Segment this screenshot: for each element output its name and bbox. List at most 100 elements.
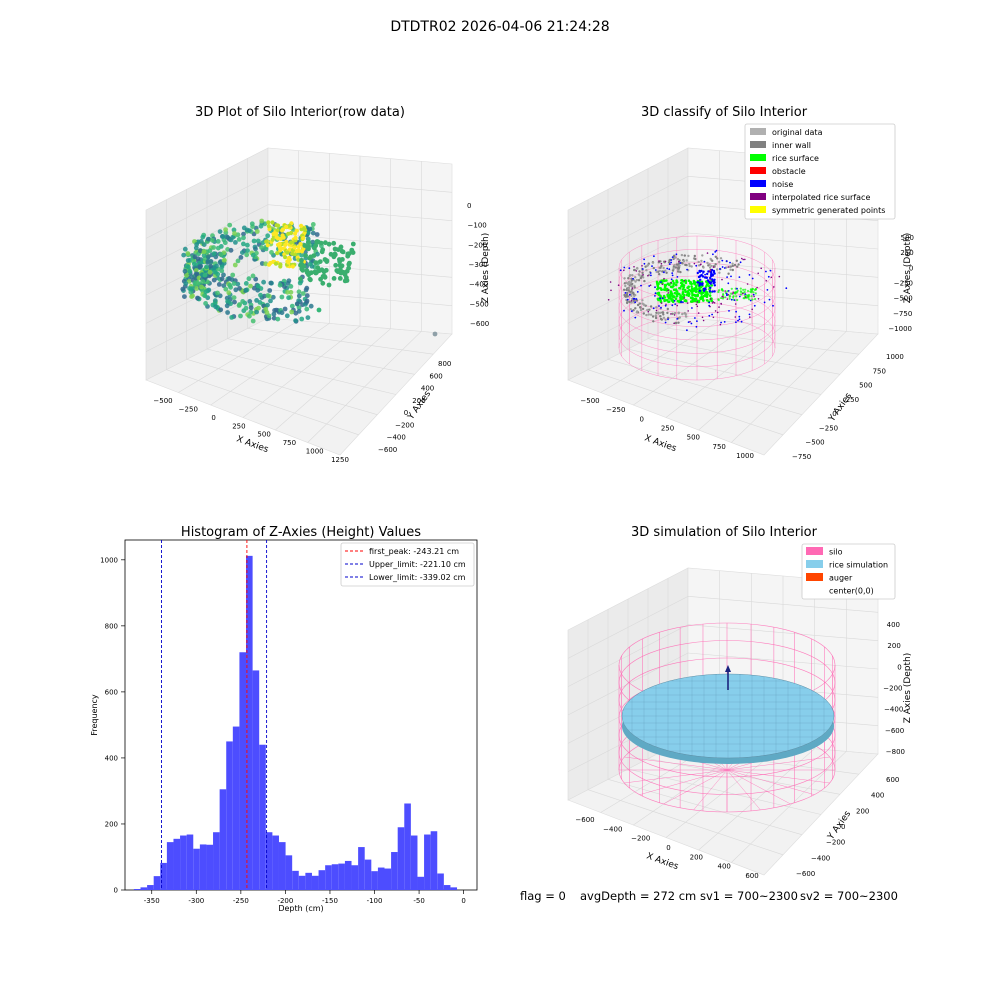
point-inner-wall (664, 269, 667, 272)
point-inner-wall (701, 254, 704, 257)
point-inner-wall (654, 316, 658, 320)
point-rice-surface (673, 291, 677, 295)
scatter-point (301, 236, 306, 241)
tick-label: −750 (792, 453, 811, 461)
legend-label: rice simulation (829, 561, 888, 570)
silo-floor-spoke (726, 769, 791, 805)
legend-label: Upper_limit: -221.10 cm (369, 560, 466, 569)
point-rice-surface (691, 291, 694, 295)
y-tick-label: 200 (105, 820, 118, 828)
point-noise (634, 301, 637, 304)
scatter-point (286, 231, 291, 236)
tick-label: −600 (575, 816, 594, 824)
classify-y-label: Y Axies (827, 391, 855, 424)
silo-floor-spoke (624, 769, 728, 784)
scatter-point (288, 289, 294, 295)
scatter-point (223, 286, 229, 292)
scatter-point (247, 313, 252, 319)
classify-z-ticks: 500 250 0 −250 −500 −750 −1000 (888, 234, 914, 333)
tick-label: 750 (283, 439, 296, 447)
point-rice-surface (693, 299, 697, 303)
point-interpolated (699, 263, 702, 266)
point-rice-surface (700, 295, 703, 298)
point-noise (721, 259, 724, 262)
x-tick-label: -200 (277, 897, 293, 905)
point-interpolated (610, 289, 612, 292)
point-interpolated (667, 292, 670, 294)
point-interpolated (655, 309, 658, 312)
legend-label: center(0,0) (829, 587, 874, 596)
tick-label: −250 (894, 280, 913, 288)
tick-label: 200 (690, 853, 703, 861)
point-noise (682, 301, 684, 304)
legend-label: original data (772, 128, 823, 137)
legend-swatch (750, 154, 766, 161)
tick-label: −400 (469, 281, 488, 289)
tick-label: −500 (470, 300, 489, 308)
scatter-point (296, 244, 301, 250)
x-tick-label: -250 (233, 897, 249, 905)
tick-label: 250 (661, 425, 674, 433)
scatter-point (318, 240, 324, 246)
simulation-x-label: X Axies (645, 851, 680, 872)
scatter-point (250, 318, 256, 324)
point-noise (765, 270, 767, 273)
point-rice-surface (681, 290, 685, 294)
scatter-point (202, 293, 208, 299)
scatter-point (211, 251, 217, 257)
point-rice-surface (671, 279, 675, 283)
point-interpolated (607, 299, 610, 301)
point-inner-wall (635, 299, 639, 302)
point-rice-surface (690, 285, 693, 288)
point-noise (676, 276, 679, 278)
scatter-point (197, 248, 203, 254)
point-rice-surface (724, 296, 727, 299)
point-noise (701, 283, 704, 287)
point-inner-wall (731, 264, 734, 268)
histogram-bar (344, 860, 352, 890)
scatter-point (338, 267, 343, 272)
legend-label: symmetric generated points (772, 206, 885, 215)
scatter-point (289, 309, 295, 315)
scatter-point (251, 285, 257, 291)
point-inner-wall (622, 288, 626, 291)
scatter-point (219, 276, 225, 282)
point-noise (711, 290, 714, 293)
point-inner-wall (708, 266, 712, 269)
legend-swatch (750, 141, 766, 148)
scatter-point (194, 286, 200, 291)
point-inner-wall (697, 264, 701, 267)
point-rice-surface (703, 294, 707, 298)
scatter-point (304, 285, 310, 291)
scatter-point (199, 284, 204, 290)
histogram-bar (391, 852, 398, 890)
scatter-point (299, 257, 304, 263)
histogram-bar (153, 876, 161, 890)
point-inner-wall (707, 264, 710, 267)
point-noise (735, 310, 737, 313)
tick-label: 200 (887, 642, 900, 650)
scatter-point (270, 220, 275, 225)
tick-label: −200 (395, 421, 414, 429)
scatter-point (264, 239, 269, 244)
point-inner-wall (697, 260, 700, 264)
point-inner-wall (629, 308, 632, 311)
point-interpolated (641, 265, 643, 267)
tick-label: 500 (859, 382, 872, 390)
flag-text: flag = 0 (520, 889, 566, 903)
point-rice-surface (689, 282, 692, 285)
point-interpolated (719, 323, 722, 326)
point-noise (670, 278, 673, 281)
point-interpolated (744, 258, 746, 261)
point-rice-surface (754, 292, 757, 295)
raw-scatter-y-label: Y Axies (406, 389, 434, 422)
scatter-point (218, 307, 224, 313)
scatter-point (332, 251, 338, 257)
histogram-bar (173, 838, 181, 890)
point-interpolated (732, 291, 734, 294)
tick-label: 0 (832, 410, 836, 418)
scatter-point (337, 276, 343, 281)
point-noise (726, 276, 728, 278)
point-inner-wall (627, 277, 630, 280)
scatter-point (294, 228, 299, 233)
